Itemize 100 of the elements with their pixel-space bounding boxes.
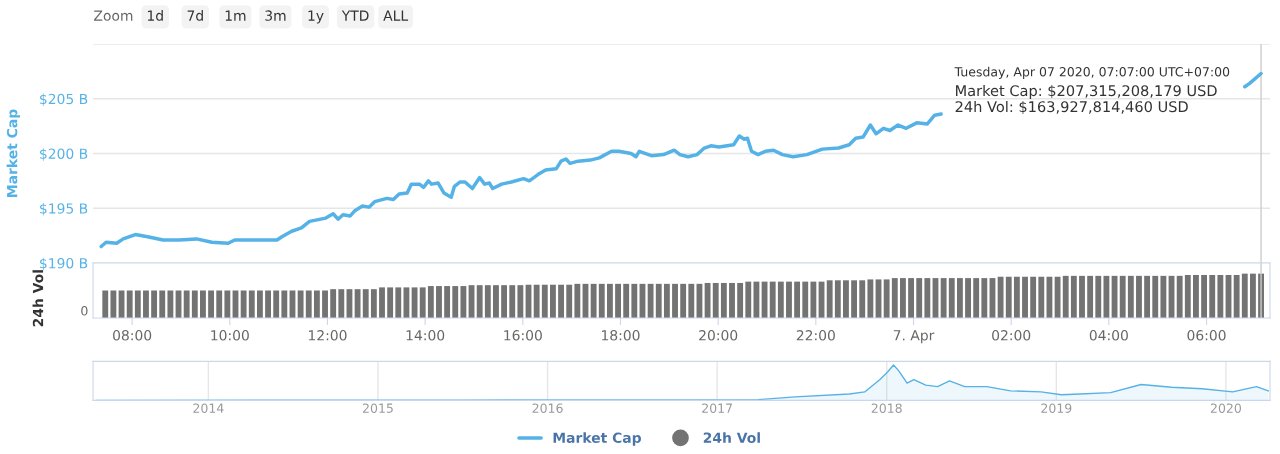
bar	[1144, 275, 1151, 318]
bar	[509, 285, 516, 318]
legend-label: 24h Vol	[703, 432, 760, 443]
y-axis-title: Market Cap	[6, 109, 21, 197]
bar	[126, 290, 133, 318]
bar	[615, 283, 621, 318]
bar	[1079, 275, 1085, 318]
x-tick-label: 2020	[1210, 403, 1241, 413]
bar	[948, 278, 955, 318]
x-tick-label: 02:00	[992, 330, 1031, 341]
bar	[1209, 274, 1216, 318]
bar	[143, 290, 149, 318]
x-tick-label: 20:00	[699, 330, 738, 341]
bar	[370, 289, 377, 318]
y-tick-label: $200 B	[40, 148, 88, 161]
x-tick-label: 08:00	[113, 330, 152, 341]
bar	[900, 278, 906, 318]
bar	[908, 278, 914, 318]
y-tick-label: $190 B	[40, 257, 88, 271]
bar	[1160, 275, 1167, 318]
annotation: Tuesday, Apr 07 2020, 07:07:00 UTC+07:00	[954, 66, 1230, 79]
bar	[843, 280, 849, 318]
bar	[224, 290, 231, 318]
bar	[940, 278, 947, 318]
y-tick-label: $205 B	[40, 93, 88, 107]
bar	[452, 286, 459, 318]
bar	[810, 281, 817, 318]
bar	[256, 290, 263, 318]
bar	[476, 285, 483, 318]
bar	[826, 280, 833, 318]
x-tick-label: 06:00	[1187, 330, 1226, 341]
bar	[965, 278, 971, 318]
bar	[1184, 274, 1191, 318]
bar	[1005, 276, 1012, 318]
bar	[533, 284, 540, 318]
bar	[330, 289, 337, 318]
bar	[1201, 274, 1208, 318]
bar	[1087, 275, 1094, 318]
bar	[379, 287, 385, 318]
text: 1d	[147, 10, 163, 21]
text: 7d	[187, 10, 203, 21]
bar	[1054, 276, 1061, 318]
bar	[354, 289, 361, 318]
x-tick-label: 2019	[1041, 403, 1072, 413]
bar	[737, 282, 744, 318]
bar	[598, 283, 605, 318]
bar	[191, 290, 198, 318]
x-tick-label: 2015	[362, 403, 393, 413]
x-tick-label: 22:00	[796, 330, 835, 341]
bar	[777, 281, 784, 318]
bar	[216, 290, 223, 318]
bar	[1022, 276, 1028, 318]
x-tick-label: 12:00	[308, 330, 347, 341]
x-tick-label: 14:00	[406, 330, 445, 341]
x-tick-label: 2016	[532, 403, 563, 413]
x-tick-label: 2017	[702, 403, 732, 413]
bar	[647, 283, 654, 318]
bar	[1193, 274, 1199, 318]
bar	[493, 285, 499, 318]
x-tick-label: 2014	[193, 403, 224, 413]
bar	[550, 284, 556, 318]
bar	[444, 286, 451, 318]
bar	[802, 281, 809, 318]
bar	[265, 290, 271, 318]
annotation: Market Cap: $207,315,208,179 USD	[956, 84, 1217, 100]
bar	[200, 290, 206, 318]
bar	[558, 284, 564, 318]
bar	[501, 285, 508, 318]
bar	[395, 287, 402, 318]
bar	[460, 286, 467, 318]
bar	[297, 290, 304, 318]
bar	[916, 278, 923, 318]
bar	[484, 285, 491, 318]
bar	[1119, 275, 1126, 318]
bar	[1070, 275, 1077, 318]
bar	[1062, 275, 1069, 318]
bar	[924, 278, 931, 318]
bar	[729, 282, 735, 318]
bar	[403, 287, 410, 318]
bar	[655, 283, 662, 318]
bar	[281, 290, 288, 318]
bar	[362, 289, 369, 318]
bar	[672, 283, 678, 318]
bar	[110, 290, 117, 318]
bar	[102, 290, 109, 318]
bar	[1030, 276, 1037, 318]
text: 0	[81, 306, 88, 316]
bar	[1241, 273, 1248, 318]
bar	[313, 290, 320, 318]
bar	[631, 283, 638, 318]
bar	[273, 290, 280, 318]
bar	[1103, 275, 1110, 318]
bar	[134, 290, 141, 318]
bar	[1217, 274, 1224, 318]
bar	[574, 283, 581, 318]
x-tick-label: 16:00	[504, 330, 542, 341]
x-tick-label: 04:00	[1089, 330, 1128, 341]
bar	[794, 281, 801, 318]
bar	[159, 290, 166, 318]
bar	[208, 290, 215, 318]
